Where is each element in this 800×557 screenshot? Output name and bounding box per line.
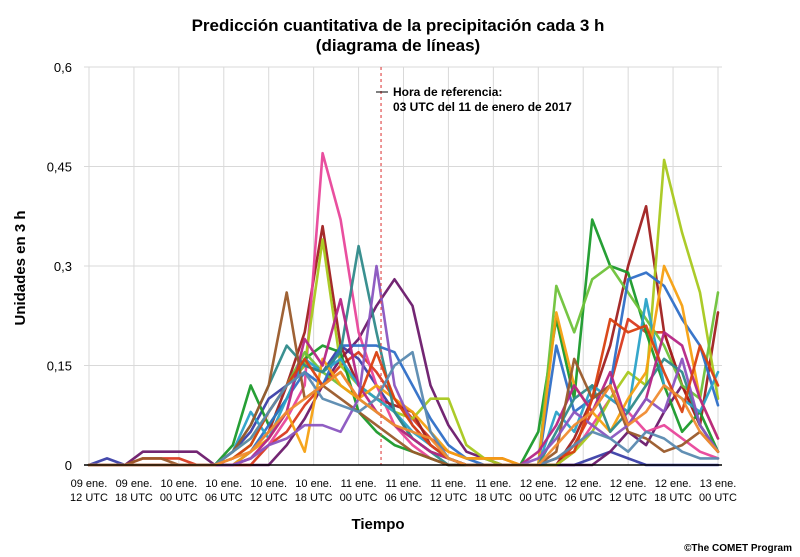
y-axis-ticks: 0 0,15 0,3 0,45 0,6 xyxy=(47,60,72,473)
x-axis-title: Tiempo xyxy=(351,516,404,533)
x-tick-label-date: 11 ene. xyxy=(341,478,377,490)
x-tick-label-date: 11 ene. xyxy=(386,478,422,490)
y-tick-label: 0,15 xyxy=(47,359,72,374)
x-tick-label-time: 12 UTC xyxy=(429,492,467,504)
x-tick-label-time: 00 UTC xyxy=(340,492,378,504)
x-tick-label-date: 12 ene. xyxy=(520,478,557,490)
x-tick-label-date: 12 ene. xyxy=(610,478,647,490)
chart-title-line-2: (diagrama de líneas) xyxy=(316,36,480,55)
x-tick-label-date: 13 ene. xyxy=(700,478,737,490)
x-tick-label-time: 00 UTC xyxy=(160,492,198,504)
x-tick-label-time: 18 UTC xyxy=(654,492,692,504)
x-tick-label-time: 12 UTC xyxy=(250,492,288,504)
x-tick-label-date: 11 ene. xyxy=(430,478,466,490)
x-tick-label-time: 18 UTC xyxy=(474,492,512,504)
x-tick-label-time: 06 UTC xyxy=(205,492,243,504)
x-tick-label-date: 09 ene. xyxy=(116,478,153,490)
credit-text: ©The COMET Program xyxy=(684,543,792,554)
x-axis-ticks: 09 ene. 12 UTC 09 ene. 18 UTC 10 ene. 00 UTC 1… xyxy=(70,478,737,504)
x-tick-label-time: 00 UTC xyxy=(519,492,557,504)
x-tick-label-date: 10 ene. xyxy=(205,478,242,490)
y-tick-label: 0,6 xyxy=(54,60,72,75)
x-tick-label-time: 18 UTC xyxy=(295,492,333,504)
x-tick-label-time: 06 UTC xyxy=(385,492,423,504)
x-tick-label-date: 10 ene. xyxy=(250,478,287,490)
x-tick-label-time: 12 UTC xyxy=(70,492,108,504)
x-tick-label-date: 11 ene. xyxy=(475,478,511,490)
y-tick-label: 0 xyxy=(65,458,72,473)
x-tick-label-time: 18 UTC xyxy=(115,492,153,504)
x-tick-label-date: 10 ene. xyxy=(295,478,332,490)
y-tick-label: 0,45 xyxy=(47,160,72,175)
reference-label-line-2: 03 UTC del 11 de enero de 2017 xyxy=(393,100,572,114)
y-axis-title: Unidades en 3 h xyxy=(12,210,29,325)
x-tick-label-date: 10 ene. xyxy=(161,478,198,490)
x-tick-label-date: 12 ene. xyxy=(565,478,602,490)
y-tick-label: 0,3 xyxy=(54,259,72,274)
chart-title-line-1: Predicción cuantitativa de la precipitac… xyxy=(192,16,605,35)
x-tick-label-time: 00 UTC xyxy=(699,492,737,504)
series-line xyxy=(87,277,720,467)
x-tick-label-time: 06 UTC xyxy=(564,492,602,504)
x-tick-label-time: 12 UTC xyxy=(609,492,647,504)
x-tick-label-date: 09 ene. xyxy=(71,478,108,490)
reference-label-line-1: Hora de referencia: xyxy=(393,85,502,99)
x-tick-label-date: 12 ene. xyxy=(655,478,692,490)
